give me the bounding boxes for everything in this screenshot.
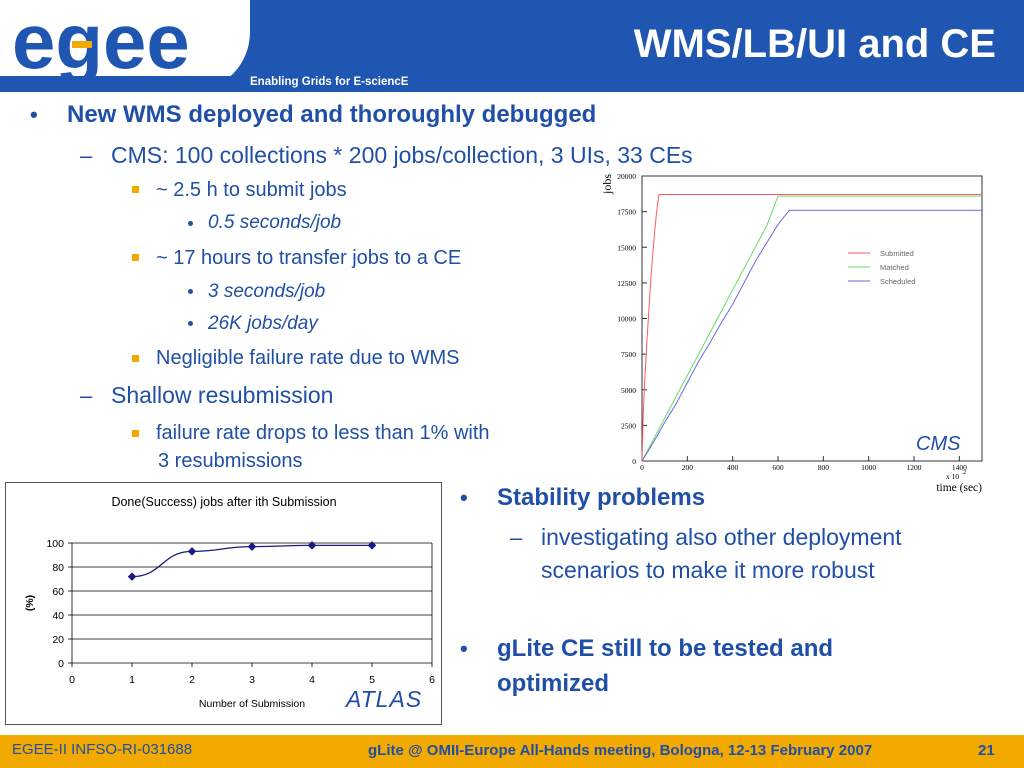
atlas-y-tick-label: 20 (52, 634, 64, 646)
bullet-marker: • (460, 485, 468, 510)
dot-marker (188, 321, 193, 326)
cms-x-tick-label: 1200 (907, 463, 922, 472)
atlas-x-tick-label: 0 (69, 674, 75, 686)
atlas-y-tick-label: 60 (52, 586, 64, 598)
cms-x-multiplier: x 10 (946, 472, 959, 481)
cms-chart: 0 2500 5000 7500 10000 12500 15000 17500 20000 0 2… (600, 172, 983, 494)
bullet-failure-rate-cont: 3 resubmissions (158, 450, 303, 472)
cms-y-tick-label: 2500 (621, 421, 636, 430)
cms-series-submitted (641, 194, 982, 462)
footer-project-id: EGEE-II INFSO-RI-031688 (12, 741, 193, 758)
egee-logo-text: egee (12, 6, 190, 76)
bullet-stability: Stability problems (497, 484, 706, 511)
cms-y-axis-label: jobs (600, 174, 614, 195)
cms-x-tick-label: 1400 (952, 463, 967, 472)
bullet-glite-ce: gLite CE still to be tested and (497, 635, 834, 662)
atlas-y-axis-label: (%) (24, 595, 36, 611)
atlas-x-tick-label: 2 (189, 674, 195, 686)
header-bar: egee Enabling Grids for E-sciencE WMS/LB… (0, 0, 1024, 92)
dot-marker (188, 221, 193, 226)
cms-legend-matched: Matched (880, 263, 909, 272)
bullet-marker: • (460, 636, 468, 661)
atlas-x-tick-label: 6 (429, 674, 435, 686)
slide-title: WMS/LB/UI and CE (633, 22, 996, 66)
atlas-y-tick-label: 0 (58, 658, 64, 670)
cms-series-scheduled (641, 209, 982, 462)
cms-y-tick-label: 7500 (621, 350, 636, 359)
bullet-submit-time: ~ 2.5 h to submit jobs (156, 179, 347, 201)
cms-x-tick-label: 800 (818, 463, 830, 472)
atlas-x-tick-label: 4 (309, 674, 315, 686)
cms-x-tick-label: 400 (727, 463, 739, 472)
atlas-label: ATLAS (346, 686, 423, 712)
cms-label: CMS (916, 433, 961, 455)
bullet-26k-jobs: 26K jobs/day (208, 313, 318, 334)
dash-marker: – (80, 143, 93, 168)
dash-marker: – (80, 383, 93, 408)
square-marker (132, 254, 139, 261)
cms-x-multiplier-exp: 2 (963, 469, 966, 476)
dash-marker: – (510, 525, 523, 550)
cms-y-tick-label: 15000 (617, 243, 636, 252)
footer-event: gLite @ OMII-Europe All-Hands meeting, B… (368, 742, 873, 759)
atlas-chart: Done(Success) jobs after ith Submission 0… (24, 495, 435, 710)
cms-x-tick-label: 600 (772, 463, 784, 472)
bullet-transfer-time: ~ 17 hours to transfer jobs to a CE (156, 247, 462, 269)
atlas-x-axis-label: Number of Submission (199, 698, 305, 710)
bullet-three-seconds: 3 seconds/job (208, 281, 326, 302)
egee-logo: egee (12, 6, 190, 76)
cms-y-tick-label: 12500 (617, 279, 636, 288)
cms-x-tick-label: 200 (682, 463, 694, 472)
cms-y-tick-label: 20000 (617, 172, 636, 181)
cms-y-tick-label: 5000 (621, 386, 636, 395)
atlas-x-tick-label: 5 (369, 674, 375, 686)
bullet-failure-rate: failure rate drops to less than 1% with (156, 422, 490, 444)
atlas-x-tick-label: 3 (249, 674, 255, 686)
atlas-y-tick-label: 40 (52, 610, 64, 622)
cms-y-tick-label: 10000 (617, 315, 636, 324)
bullet-new-wms: New WMS deployed and thoroughly debugged (67, 101, 597, 128)
tagline-bar (0, 76, 450, 92)
dot-marker (188, 289, 193, 294)
cms-legend-scheduled: Scheduled (880, 277, 915, 286)
bullet-cms-collections: CMS: 100 collections * 200 jobs/collecti… (111, 142, 693, 168)
cms-x-axis-label: time (sec) (936, 482, 982, 494)
square-marker (132, 355, 139, 362)
atlas-data-point (247, 542, 257, 551)
square-marker (132, 186, 139, 193)
atlas-series-line (131, 544, 372, 578)
cms-plot-frame (641, 175, 983, 462)
cms-legend-submitted: Submitted (880, 249, 914, 258)
bullet-investigating-cont: scenarios to make it more robust (541, 557, 875, 583)
bullet-shallow-resubmission: Shallow resubmission (111, 382, 334, 408)
atlas-data-point (187, 547, 197, 556)
cms-x-tick-label: 1000 (861, 463, 876, 472)
bullet-marker: • (30, 102, 38, 127)
atlas-data-point (307, 541, 317, 550)
footer-bar: EGEE-II INFSO-RI-031688 gLite @ OMII-Eur… (0, 735, 1024, 768)
atlas-x-tick-label: 1 (129, 674, 135, 686)
atlas-chart-title: Done(Success) jobs after ith Submission (111, 495, 336, 509)
atlas-y-tick-label: 100 (46, 538, 64, 550)
square-marker (132, 430, 139, 437)
cms-x-tick-label: 0 (640, 463, 644, 472)
atlas-chart-frame: Done(Success) jobs after ith Submission 0… (5, 482, 442, 725)
atlas-y-tick-label: 80 (52, 562, 64, 574)
cms-y-tick-label: 0 (632, 457, 636, 466)
bullet-half-second: 0.5 seconds/job (208, 212, 342, 233)
atlas-data-point (367, 541, 377, 550)
tagline: Enabling Grids for E-sciencE (250, 76, 409, 88)
bullet-glite-ce-cont: optimized (497, 670, 609, 697)
bullet-negligible-failure: Negligible failure rate due to WMS (156, 347, 460, 369)
bullet-investigating: investigating also other deployment (541, 524, 902, 550)
cms-series-matched (641, 195, 982, 462)
cms-y-tick-label: 17500 (617, 208, 636, 217)
page-number: 21 (978, 742, 995, 759)
atlas-data-point (127, 572, 137, 581)
